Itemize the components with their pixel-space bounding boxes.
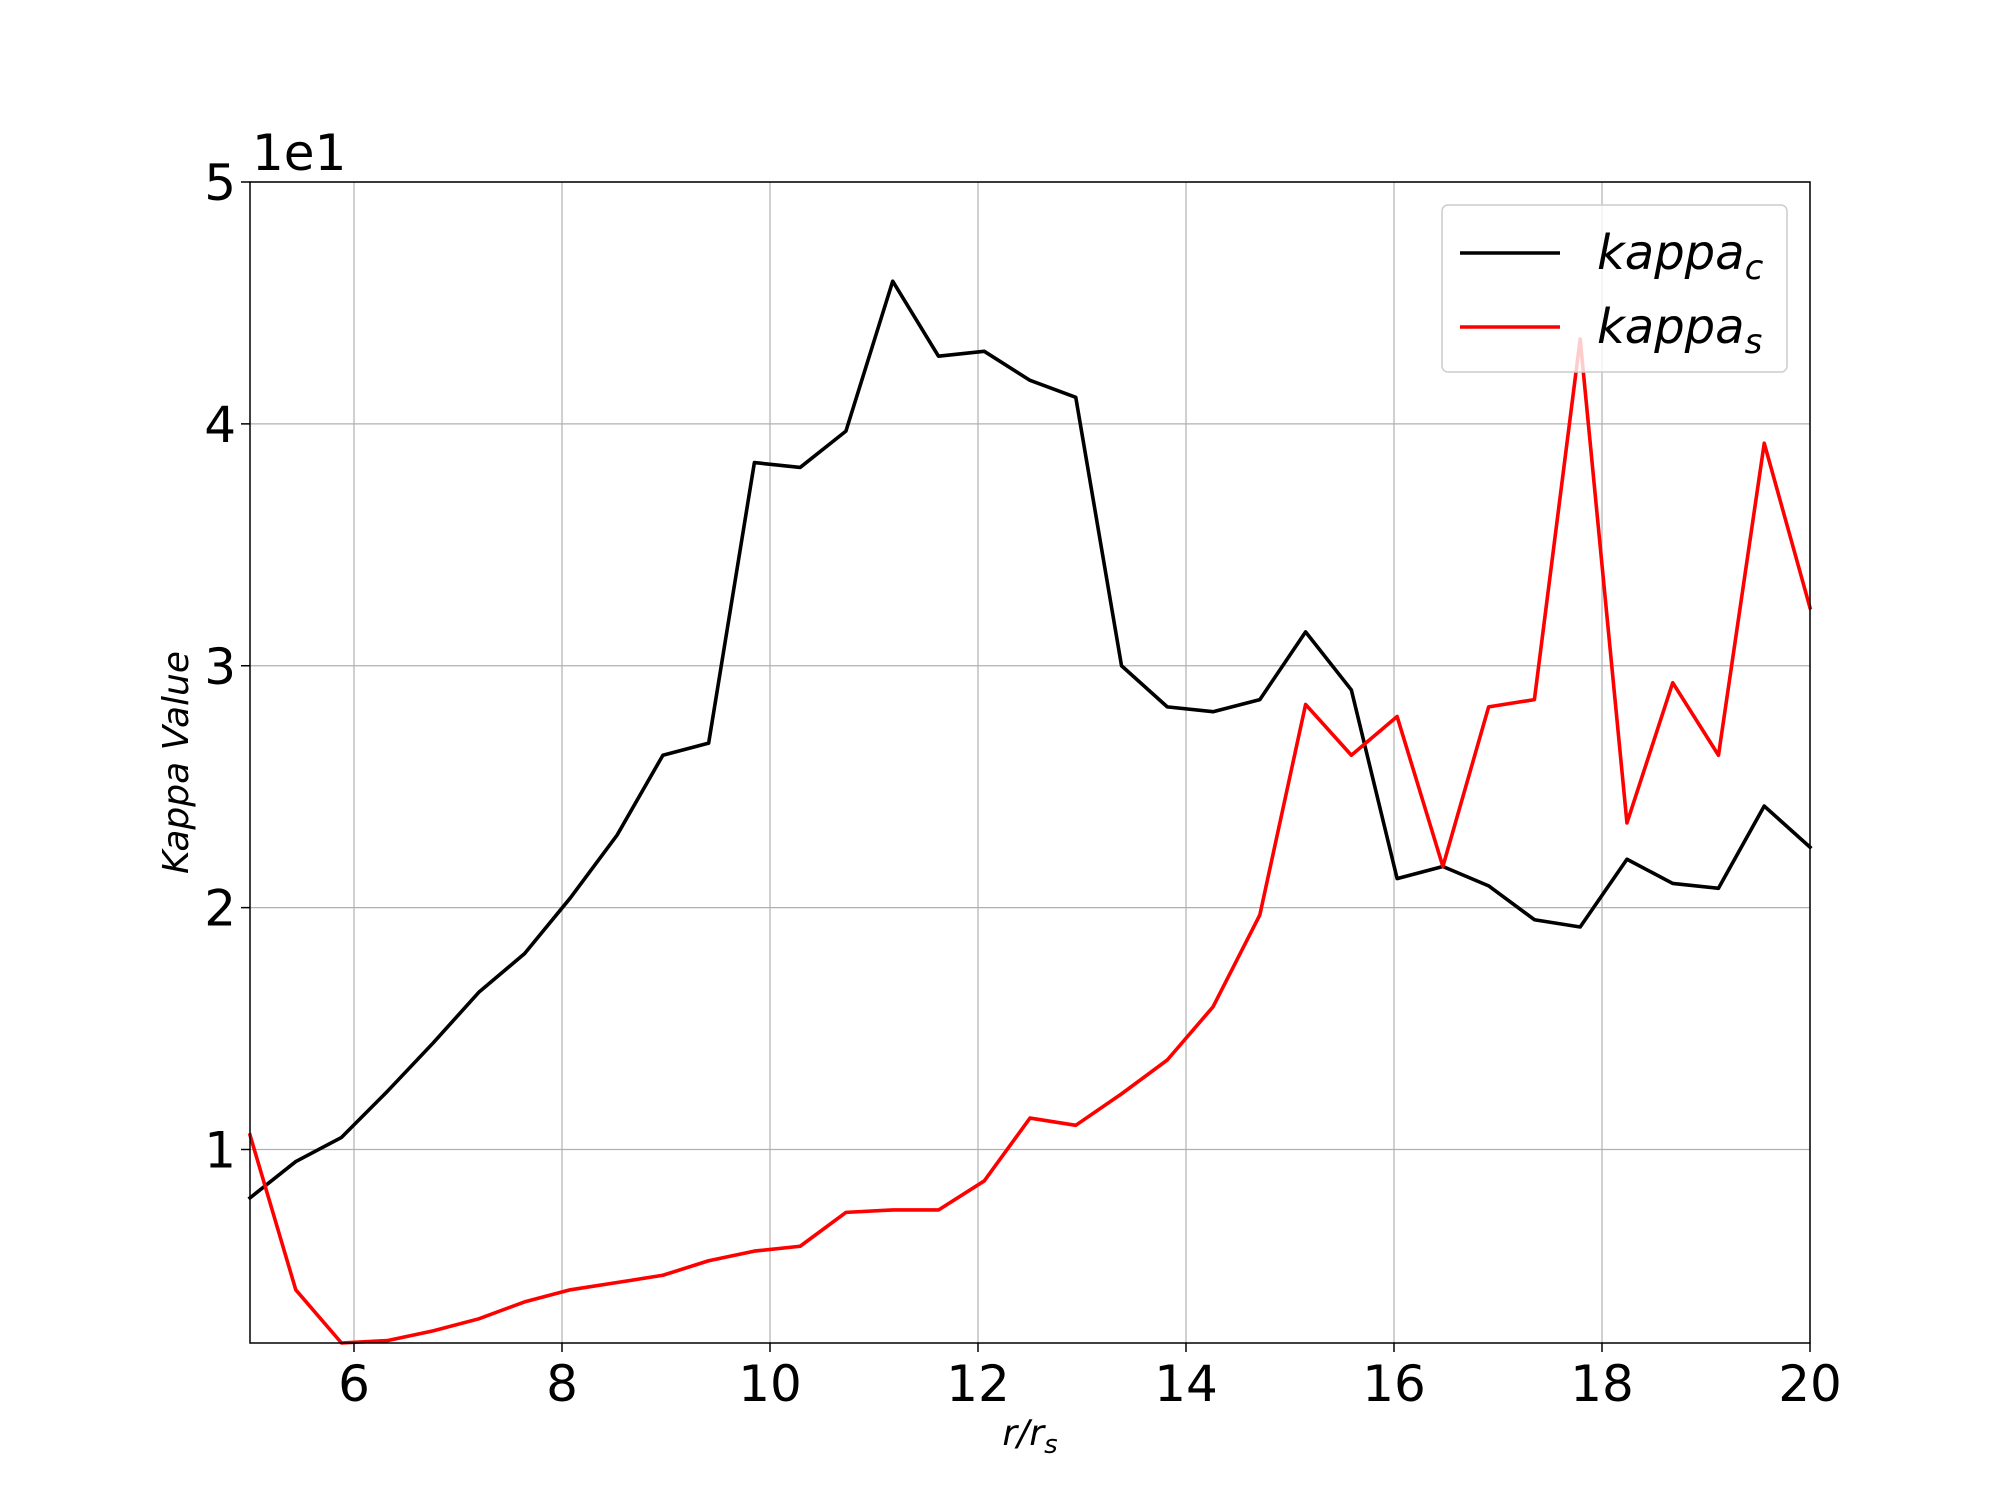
x-axis-label-base: r/r	[1002, 1413, 1046, 1454]
y-axis-label: Kappa Value	[156, 651, 197, 874]
x-tick-label: 14	[1154, 1355, 1218, 1413]
x-tick-label: 16	[1362, 1355, 1426, 1413]
legend-box	[1441, 204, 1788, 373]
x-tick-label: 12	[946, 1355, 1010, 1413]
y-tick-label: 3	[204, 638, 236, 696]
y-tick-label: 1	[204, 1122, 236, 1180]
legend-label-kappa-c-sub: c	[1745, 248, 1764, 288]
x-tick-label: 20	[1778, 1355, 1842, 1413]
series-line-kappa-c	[247, 279, 1813, 1201]
plot-frame	[249, 181, 1811, 1344]
legend-label-kappa-c-base: kappa	[1597, 225, 1745, 281]
legend-label-kappa-c: kappac	[1597, 225, 1764, 288]
x-axis-ticks: 6 8 10 12 14 16 18 20	[338, 1343, 1842, 1413]
x-tick-label: 6	[338, 1355, 370, 1413]
x-axis-label-sub: s	[1044, 1430, 1058, 1460]
legend-label-kappa-s: kappas	[1597, 299, 1762, 362]
y-axis-ticks: 1 2 3 4 5	[204, 154, 250, 1180]
series-lines	[247, 279, 1813, 1345]
y-offset-label: 1e1	[252, 124, 346, 182]
x-tick-label: 8	[546, 1355, 578, 1413]
legend-label-kappa-s-sub: s	[1745, 322, 1763, 362]
series-line-kappa-s	[247, 337, 1813, 1345]
y-tick-label: 4	[204, 396, 236, 454]
legend-label-kappa-s-base: kappa	[1597, 299, 1745, 355]
legend: kappac kappas	[1441, 204, 1788, 373]
x-tick-label: 10	[738, 1355, 802, 1413]
y-tick-label: 5	[204, 154, 236, 212]
x-tick-label: 18	[1570, 1355, 1634, 1413]
x-axis-label: r/rs	[1002, 1413, 1057, 1460]
y-tick-label: 2	[204, 880, 236, 938]
